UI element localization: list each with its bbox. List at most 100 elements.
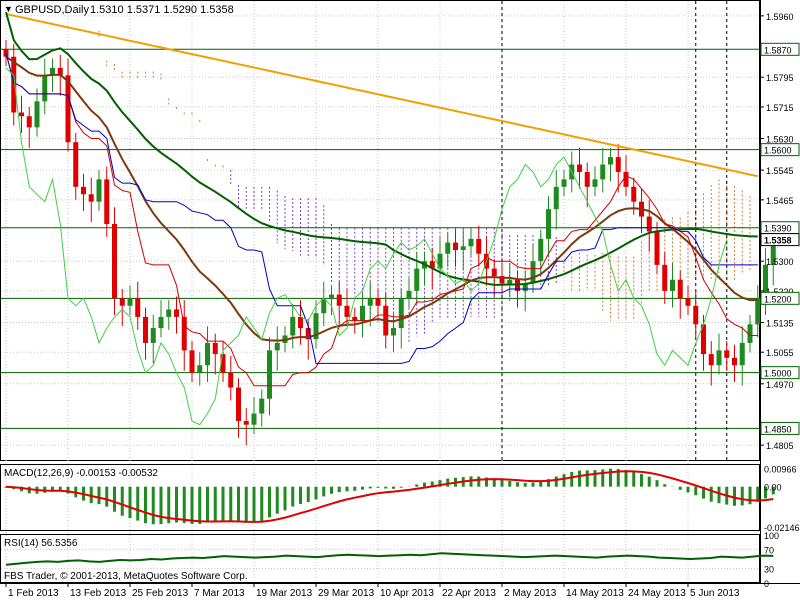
candle-body <box>97 179 102 201</box>
macd-histogram-bar <box>578 471 581 487</box>
candle-body <box>631 187 636 202</box>
candle-body <box>352 317 357 321</box>
price-tick-label: 1.5135 <box>766 318 794 328</box>
candle-body <box>360 306 365 321</box>
macd-histogram-bar <box>570 472 573 487</box>
candle-body <box>166 309 171 316</box>
macd-histogram-bar <box>206 487 209 523</box>
price-tick-label: 1.5545 <box>766 166 794 176</box>
rsi-tick-label: 70 <box>764 545 774 555</box>
macd-histogram-bar <box>105 487 108 507</box>
candle-body <box>151 328 156 343</box>
candle-body <box>337 295 342 306</box>
candle-body <box>19 112 24 116</box>
macd-histogram-bar <box>361 487 364 490</box>
candle-body <box>438 254 443 269</box>
candle-body <box>647 217 652 232</box>
macd-histogram-bar <box>291 487 294 507</box>
macd-histogram-bar <box>423 483 426 487</box>
candle-body <box>27 116 32 127</box>
level-price-label: 1.5870 <box>764 45 792 55</box>
candle-body <box>554 187 559 209</box>
macd-histogram-bar <box>330 487 333 494</box>
date-tick-label: 19 Mar 2013 <box>256 588 313 599</box>
candle-body <box>42 75 47 101</box>
macd-histogram-bar <box>299 487 302 504</box>
price-tick-label: 1.5795 <box>766 73 794 83</box>
macd-histogram-bar <box>214 487 217 522</box>
candle-body <box>120 298 125 305</box>
level-price-label: 1.4850 <box>764 424 792 434</box>
macd-histogram-bar <box>640 474 643 487</box>
macd-histogram-bar <box>369 487 372 489</box>
candle-body <box>531 261 536 283</box>
macd-histogram-bar <box>222 487 225 521</box>
candle-body <box>190 350 195 372</box>
candle-body <box>174 309 179 316</box>
macd-histogram-bar <box>268 487 271 518</box>
candle-body <box>81 187 86 194</box>
candle-body <box>376 298 381 305</box>
candle-body <box>11 57 16 113</box>
candle-body <box>66 75 71 142</box>
macd-histogram-bar <box>694 487 697 496</box>
level-price-label: 1.5600 <box>764 146 792 156</box>
macd-histogram-bar <box>377 487 380 488</box>
rsi-label: RSI(14) 56.5356 <box>4 538 78 549</box>
candle-body <box>585 172 590 187</box>
collapse-triangle-icon[interactable]: ▼ <box>4 4 13 14</box>
date-tick-label: 22 Apr 2013 <box>442 588 496 599</box>
price-tick-label: 1.5055 <box>766 348 794 358</box>
macd-histogram-bar <box>384 487 387 489</box>
date-tick-label: 13 Feb 2013 <box>70 588 127 599</box>
candle-body <box>244 421 249 425</box>
candle-body <box>345 306 350 317</box>
candle-body <box>159 317 164 328</box>
macd-histogram-bar <box>563 474 566 486</box>
candle-body <box>414 269 419 291</box>
candle-body <box>143 317 148 343</box>
price-tick-label: 1.4970 <box>766 380 794 390</box>
ohlc-label: 1.5310 1.5371 1.5290 1.5358 <box>90 4 234 16</box>
candle-body <box>73 142 78 187</box>
rsi-tick-label: 30 <box>764 565 774 575</box>
candle-body <box>655 231 660 264</box>
price-tick-label: 1.5960 <box>766 12 794 22</box>
macd-histogram-bar <box>229 487 232 521</box>
candle-body <box>89 194 94 201</box>
candle-body <box>624 172 629 187</box>
macd-histogram-bar <box>532 483 535 487</box>
macd-histogram-bar <box>338 487 341 492</box>
date-tick-label: 2 May 2013 <box>504 588 557 599</box>
macd-histogram-bar <box>353 487 356 491</box>
candle-body <box>476 239 481 254</box>
macd-histogram-bar <box>687 487 690 493</box>
candle-body <box>562 179 567 186</box>
price-tick-label: 1.5715 <box>766 103 794 113</box>
macd-histogram-bar <box>284 487 287 511</box>
price-tick-label: 1.5465 <box>766 196 794 206</box>
candle-body <box>259 399 264 414</box>
macd-histogram-bar <box>477 477 480 487</box>
candle-body <box>290 317 295 336</box>
date-tick-label: 5 Jun 2013 <box>690 588 740 599</box>
candle-body <box>182 317 187 350</box>
price-tick-label: 1.5300 <box>766 257 794 267</box>
rsi-tick-label: 100 <box>764 531 779 541</box>
macd-histogram-bar <box>136 487 139 521</box>
candle-body <box>662 265 667 291</box>
macd-histogram-bar <box>749 487 752 505</box>
candle-body <box>693 306 698 325</box>
macd-histogram-bar <box>718 487 721 504</box>
macd-histogram-bar <box>594 470 597 487</box>
candle-body <box>391 328 396 335</box>
candle-body <box>608 157 613 164</box>
candle-body <box>593 179 598 186</box>
macd-histogram-bar <box>307 487 310 502</box>
macd-histogram-bar <box>260 487 263 521</box>
macd-label: MACD(12,26,9) -0.00153 -0.00532 <box>4 468 158 479</box>
macd-histogram-bar <box>253 487 256 523</box>
macd-histogram-bar <box>121 487 124 516</box>
